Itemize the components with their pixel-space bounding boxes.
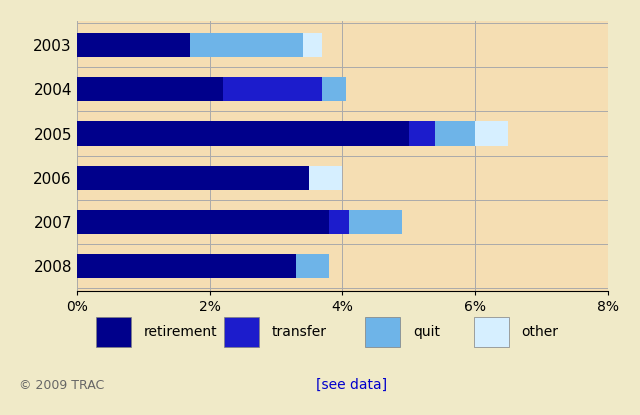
Bar — [303, 33, 323, 57]
Text: quit: quit — [413, 325, 440, 339]
Bar — [77, 77, 223, 102]
Text: © 2009 TRAC: © 2009 TRAC — [19, 379, 104, 392]
Bar — [223, 77, 323, 102]
Bar — [77, 210, 329, 234]
Bar — [189, 33, 303, 57]
Bar — [435, 121, 476, 146]
Text: transfer: transfer — [272, 325, 327, 339]
Bar — [296, 254, 329, 278]
Bar — [77, 254, 296, 278]
Bar — [77, 166, 309, 190]
Text: [see data]: [see data] — [316, 378, 388, 392]
Bar — [329, 210, 349, 234]
Text: retirement: retirement — [144, 325, 218, 339]
FancyBboxPatch shape — [96, 317, 131, 347]
Bar — [77, 33, 189, 57]
FancyBboxPatch shape — [474, 317, 509, 347]
Bar — [349, 210, 402, 234]
Bar — [409, 121, 435, 146]
Bar — [476, 121, 508, 146]
FancyBboxPatch shape — [224, 317, 259, 347]
Bar — [309, 166, 342, 190]
Text: other: other — [522, 325, 559, 339]
Bar — [77, 121, 409, 146]
Bar — [323, 77, 346, 102]
FancyBboxPatch shape — [365, 317, 400, 347]
